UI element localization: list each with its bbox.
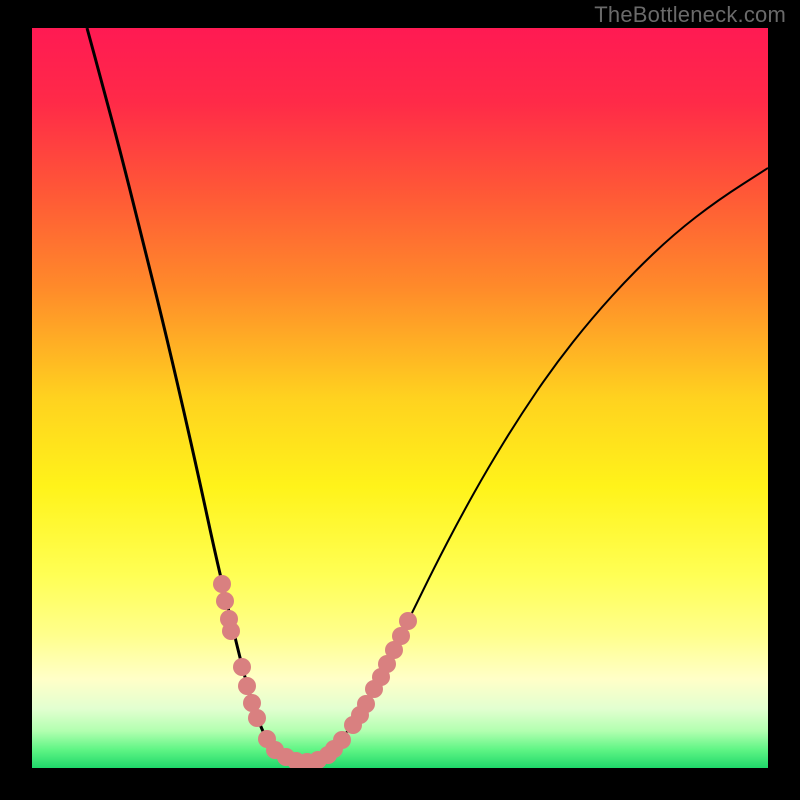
- scatter-point: [222, 622, 240, 640]
- watermark-text: TheBottleneck.com: [594, 2, 786, 28]
- scatter-point: [238, 677, 256, 695]
- plot-area: [32, 28, 768, 768]
- bottleneck-chart: [32, 28, 768, 768]
- scatter-point: [233, 658, 251, 676]
- scatter-point: [213, 575, 231, 593]
- outer-frame: TheBottleneck.com: [0, 0, 800, 800]
- scatter-point: [333, 731, 351, 749]
- chart-background: [32, 28, 768, 768]
- scatter-point: [248, 709, 266, 727]
- scatter-point: [399, 612, 417, 630]
- scatter-point: [216, 592, 234, 610]
